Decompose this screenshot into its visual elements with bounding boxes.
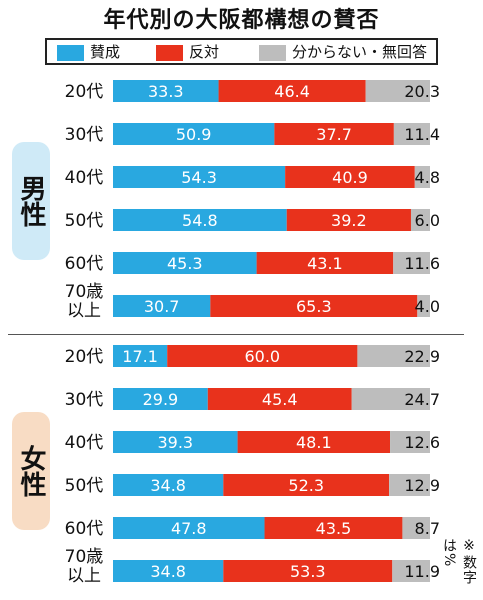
bar-segment-no bbox=[256, 252, 394, 274]
data-label-unknown: 4.8 bbox=[415, 168, 440, 187]
row-label: 30代 bbox=[65, 390, 104, 410]
unit-note: ※数字は% bbox=[441, 538, 477, 585]
row-label: 60代 bbox=[65, 519, 104, 539]
bar-segment-unknown bbox=[392, 560, 430, 582]
data-label-yes: 54.8 bbox=[182, 211, 218, 230]
legend-label-unknown: 分からない・無回答 bbox=[292, 43, 428, 61]
data-label-unknown: 11.9 bbox=[404, 562, 440, 581]
bar-segment-no bbox=[167, 345, 358, 367]
data-label-unknown: 12.6 bbox=[404, 433, 440, 452]
bar-segment-unknown bbox=[389, 474, 430, 496]
data-label-yes: 33.3 bbox=[148, 82, 184, 101]
bar-segment-no bbox=[286, 209, 411, 231]
data-label-no: 48.1 bbox=[296, 433, 332, 452]
bar-segment-unknown bbox=[393, 123, 430, 145]
legend-swatch-no bbox=[156, 45, 183, 61]
row-label: 50代 bbox=[65, 476, 104, 496]
row-label: 60代 bbox=[65, 254, 104, 274]
data-label-no: 45.4 bbox=[262, 390, 298, 409]
data-label-unknown: 4.0 bbox=[415, 297, 440, 316]
data-label-unknown: 11.6 bbox=[404, 254, 440, 273]
row-label: 以上 bbox=[67, 301, 101, 321]
bar-segment-unknown bbox=[393, 252, 430, 274]
group-label-male: 男性 bbox=[12, 142, 50, 260]
bar-segment-yes bbox=[113, 431, 238, 453]
bar-segment-yes bbox=[113, 295, 211, 317]
bar-segment-unknown bbox=[417, 295, 430, 317]
data-label-yes: 29.9 bbox=[143, 390, 179, 409]
bar-segment-no bbox=[274, 123, 394, 145]
row-label: 40代 bbox=[65, 433, 104, 453]
bar-segment-unknown bbox=[365, 80, 430, 102]
data-label-yes: 34.8 bbox=[150, 562, 186, 581]
bar-segment-yes bbox=[113, 209, 287, 231]
row-label: 20代 bbox=[65, 347, 104, 367]
bar-segment-no bbox=[207, 388, 352, 410]
legend-swatch-unknown bbox=[259, 45, 286, 61]
legend-label-yes: 賛成 bbox=[90, 43, 121, 61]
chart-title: 年代別の大阪都構想の賛否 bbox=[103, 8, 380, 33]
legend-swatch-yes bbox=[57, 45, 84, 61]
bar-segment-yes bbox=[113, 388, 208, 410]
row-label: 以上 bbox=[67, 566, 101, 586]
bar-segment-unknown bbox=[402, 517, 430, 539]
data-label-yes: 50.9 bbox=[176, 125, 212, 144]
data-label-no: 46.4 bbox=[274, 82, 310, 101]
bar-segment-yes bbox=[113, 474, 224, 496]
data-label-no: 43.5 bbox=[316, 519, 352, 538]
bar-segment-yes bbox=[113, 517, 265, 539]
bar-segment-no bbox=[223, 474, 390, 496]
data-label-no: 52.3 bbox=[288, 476, 324, 495]
data-label-no: 65.3 bbox=[296, 297, 332, 316]
bar-segment-no bbox=[264, 517, 403, 539]
bar-segment-no bbox=[218, 80, 366, 102]
data-label-unknown: 8.7 bbox=[415, 519, 440, 538]
data-label-yes: 47.8 bbox=[171, 519, 207, 538]
data-label-yes: 45.3 bbox=[167, 254, 203, 273]
bar-segment-yes bbox=[113, 123, 275, 145]
data-label-unknown: 6.0 bbox=[415, 211, 440, 230]
bar-segment-no bbox=[223, 560, 393, 582]
bar-segment-no bbox=[210, 295, 418, 317]
row-label: 40代 bbox=[65, 168, 104, 188]
row-label: 30代 bbox=[65, 125, 104, 145]
data-label-yes: 17.1 bbox=[122, 347, 158, 366]
bar-segment-unknown bbox=[414, 166, 430, 188]
data-label-yes: 39.3 bbox=[157, 433, 193, 452]
row-label: 70歳 bbox=[65, 282, 104, 302]
data-label-no: 53.3 bbox=[290, 562, 326, 581]
bar-segment-yes bbox=[113, 345, 168, 367]
data-label-yes: 54.3 bbox=[181, 168, 217, 187]
data-label-unknown: 20.3 bbox=[404, 82, 440, 101]
data-label-unknown: 22.9 bbox=[404, 347, 440, 366]
data-label-no: 37.7 bbox=[316, 125, 352, 144]
legend: 賛成 反対 分からない・無回答 bbox=[45, 38, 438, 65]
legend-label-no: 反対 bbox=[189, 43, 220, 61]
data-label-no: 43.1 bbox=[307, 254, 343, 273]
bar-segment-yes bbox=[113, 80, 219, 102]
data-label-unknown: 11.4 bbox=[404, 125, 440, 144]
data-label-yes: 34.8 bbox=[150, 476, 186, 495]
data-label-unknown: 12.9 bbox=[404, 476, 440, 495]
bar-segment-unknown bbox=[410, 209, 430, 231]
group-label-female: 女性 bbox=[12, 412, 50, 530]
bar-segment-yes bbox=[113, 166, 286, 188]
row-label: 70歳 bbox=[65, 547, 104, 567]
bar-segment-yes bbox=[113, 560, 224, 582]
bar-segment-no bbox=[285, 166, 415, 188]
data-label-no: 40.9 bbox=[332, 168, 368, 187]
bar-segment-unknown bbox=[390, 431, 430, 453]
bar-segment-unknown bbox=[351, 388, 430, 410]
row-label: 50代 bbox=[65, 211, 104, 231]
data-label-no: 39.2 bbox=[331, 211, 367, 230]
data-label-no: 60.0 bbox=[244, 347, 280, 366]
row-label: 20代 bbox=[65, 82, 104, 102]
bar-segment-no bbox=[237, 431, 391, 453]
data-label-unknown: 24.7 bbox=[404, 390, 440, 409]
bar-segment-unknown bbox=[357, 345, 430, 367]
bar-segment-yes bbox=[113, 252, 257, 274]
data-label-yes: 30.7 bbox=[144, 297, 180, 316]
group-divider bbox=[8, 334, 464, 335]
